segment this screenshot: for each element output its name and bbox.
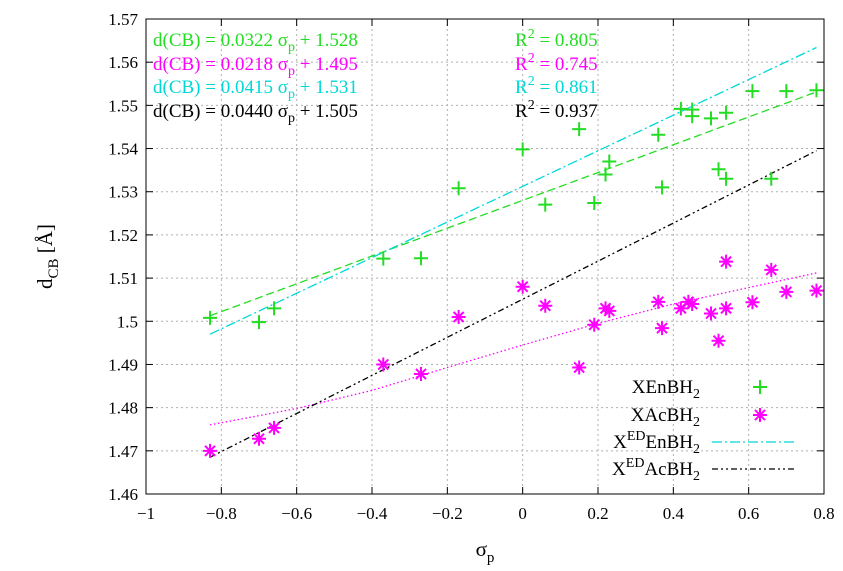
point-xenbh2	[587, 195, 602, 210]
point-xenbh2	[719, 105, 734, 120]
y-axis-label: dCB [Å]	[33, 224, 62, 289]
point-xenbh2	[451, 181, 466, 196]
y-tick-label: 1.49	[108, 355, 138, 374]
legend-label: XAcBH2	[631, 405, 700, 430]
point-xacbh2	[779, 284, 794, 299]
r-squared-label: R2 = 0.805	[515, 27, 598, 51]
fit-annotations: d(CB) = 0.0322 σp + 1.528 R2 = 0.805 d(CB)…	[153, 27, 598, 126]
x-tick-label: −0.2	[432, 504, 463, 523]
y-tick-label: 1.52	[108, 226, 138, 245]
x-tick-label: −0.8	[206, 504, 237, 523]
x-tick-label: −0.4	[357, 504, 388, 523]
point-xenbh2	[719, 171, 734, 186]
point-xacbh2	[655, 321, 670, 336]
axis-ticks: −1 −0.8 −0.6 −0.4 −0.2 0 0.2 0.4 0.6 0.8 1.46 1.47 1…	[108, 10, 834, 523]
y-tick-label: 1.5	[117, 312, 138, 331]
point-xacbh2	[267, 420, 282, 435]
equation-label: d(CB) = 0.0322 σp + 1.528	[153, 30, 358, 55]
x-tick-label: 0.6	[738, 504, 759, 523]
point-xacbh2	[745, 295, 760, 310]
point-xacbh2	[203, 443, 218, 458]
legend-label: XEDAcBH2	[612, 456, 700, 484]
point-xenbh2	[602, 154, 617, 169]
y-tick-label: 1.54	[108, 140, 138, 159]
point-xenbh2	[779, 84, 794, 99]
equation-label: d(CB) = 0.0415 σp + 1.531	[153, 77, 358, 102]
point-xacbh2	[515, 279, 530, 294]
point-xacbh2	[252, 431, 266, 446]
fit-line-xacbh2	[209, 272, 817, 426]
y-tick-label: 1.48	[108, 399, 138, 418]
point-xenbh2	[203, 310, 218, 325]
point-xacbh2	[376, 357, 391, 372]
r-squared-label: R2 = 0.745	[515, 51, 598, 75]
y-tick-label: 1.56	[108, 53, 138, 72]
y-tick-label: 1.51	[108, 269, 138, 288]
x-tick-label: 0.2	[587, 504, 608, 523]
point-xacbh2	[704, 306, 718, 321]
fit-line-xedacbh2	[209, 150, 817, 458]
legend-label: XEnBH2	[632, 377, 700, 402]
data-markers	[203, 83, 824, 458]
y-tick-label: 1.47	[108, 442, 138, 461]
fit-line-xedenbh2	[209, 46, 817, 335]
point-xacbh2	[809, 283, 824, 298]
point-xenbh2	[376, 251, 391, 266]
legend-sample-plus	[753, 380, 767, 394]
y-tick-label: 1.55	[108, 96, 138, 115]
point-xacbh2	[685, 297, 700, 311]
point-xenbh2	[651, 127, 666, 142]
r-squared-label: R2 = 0.937	[515, 98, 598, 122]
y-tick-label: 1.46	[108, 485, 138, 504]
legend-sample-star	[753, 408, 767, 422]
point-xacbh2	[673, 301, 688, 316]
y-tick-label: 1.57	[108, 10, 138, 29]
legend-label: XEDEnBH2	[613, 429, 700, 457]
point-xacbh2	[764, 262, 779, 277]
point-xacbh2	[651, 294, 666, 309]
point-xacbh2	[587, 317, 602, 332]
point-xenbh2	[572, 122, 587, 137]
axis-labels: σp dCB [Å]	[33, 224, 494, 566]
x-tick-label: −1	[137, 504, 155, 523]
point-xacbh2	[413, 366, 428, 381]
fit-lines	[209, 46, 817, 458]
grid	[146, 19, 824, 494]
x-axis-label: σp	[476, 537, 495, 566]
fit-line-xenbh2	[209, 91, 817, 317]
y-tick-label: 1.53	[108, 183, 138, 202]
point-xacbh2	[681, 294, 696, 309]
point-xacbh2	[572, 360, 587, 375]
equation-label: d(CB) = 0.0218 σp + 1.495	[153, 54, 358, 79]
point-xenbh2	[704, 111, 718, 126]
x-tick-label: 0.4	[663, 504, 685, 523]
point-xenbh2	[655, 180, 670, 195]
point-xenbh2	[267, 301, 282, 316]
point-xacbh2	[711, 333, 726, 348]
point-xacbh2	[451, 309, 466, 324]
point-xenbh2	[809, 83, 824, 98]
r-squared-label: R2 = 0.861	[515, 74, 598, 98]
x-tick-label: −0.6	[281, 504, 312, 523]
point-xacbh2	[719, 254, 734, 269]
point-xenbh2	[413, 251, 428, 266]
point-xenbh2	[538, 197, 553, 212]
point-xacbh2	[602, 303, 617, 318]
equation-label: d(CB) = 0.0440 σp + 1.505	[153, 101, 358, 126]
point-xacbh2	[719, 301, 734, 316]
x-tick-label: 0.8	[813, 504, 834, 523]
point-xenbh2	[515, 142, 530, 157]
point-xenbh2	[764, 171, 779, 186]
point-xacbh2	[538, 298, 553, 313]
point-xenbh2	[685, 109, 700, 124]
point-xenbh2	[598, 167, 613, 182]
point-xenbh2	[252, 315, 266, 330]
x-tick-label: 0	[518, 504, 527, 523]
point-xenbh2	[711, 162, 726, 177]
plot-frame	[145, 18, 825, 495]
point-xenbh2	[745, 84, 760, 99]
